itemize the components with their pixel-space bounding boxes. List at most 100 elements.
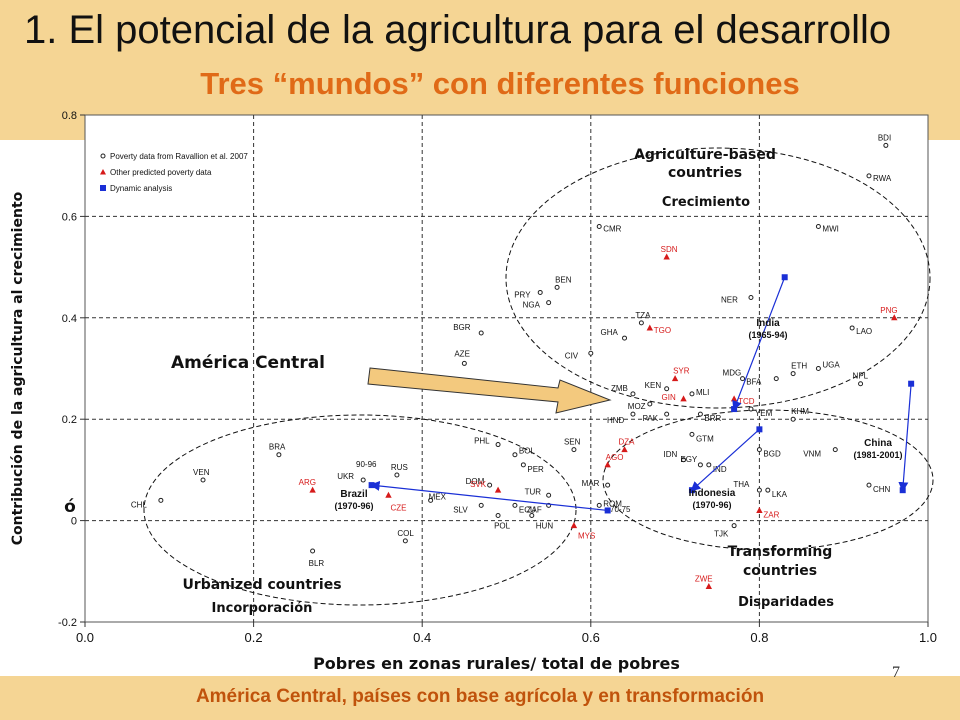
- group-function: Incorporación: [212, 601, 313, 616]
- slide-title: 1. El potencial de la agricultura para e…: [24, 8, 892, 52]
- data-point-circle: [461, 360, 467, 366]
- data-point-circle: [554, 284, 560, 290]
- data-point-circle: [402, 538, 408, 544]
- data-point-circle: [858, 381, 864, 387]
- data-point-triangle: [646, 324, 654, 331]
- group-function: Crecimiento: [662, 195, 750, 210]
- data-point-circle: [689, 431, 695, 437]
- legend-marker-circle: [100, 153, 106, 159]
- point-label: VNM: [803, 450, 821, 459]
- point-label: CHL: [131, 500, 148, 509]
- data-point-triangle: [663, 253, 670, 260]
- data-point-circle: [765, 487, 771, 493]
- point-label: BGD: [763, 450, 781, 459]
- y-tick-label: 0.4: [62, 313, 77, 325]
- data-point-triangle: [494, 486, 502, 493]
- plot-area: 0.0 0.2 0.4 0.6 0.8 1.0 -0.2 0 0.2 0.4 0.6 0.8 Pobre…: [10, 110, 937, 673]
- data-point-circle: [478, 330, 484, 336]
- point-label: AZE: [454, 349, 470, 358]
- data-point-circle: [394, 472, 400, 478]
- point-label: RWA: [873, 174, 892, 183]
- data-point-circle: [546, 492, 552, 498]
- data-point-circle: [697, 462, 703, 468]
- trajectory-period: (1981-2001): [853, 450, 902, 460]
- dynamic-point-square: [908, 380, 915, 387]
- point-label: SVK: [470, 480, 487, 489]
- data-point-triangle: [891, 314, 898, 321]
- group-title: Urbanized countries: [182, 577, 341, 593]
- data-point-circle: [756, 447, 762, 453]
- data-point-circle: [748, 295, 754, 301]
- point-label: NER: [721, 296, 738, 305]
- footer-band: [0, 676, 960, 720]
- dynamic-point-square: [688, 487, 695, 494]
- data-point-circle: [638, 320, 644, 326]
- data-point-circle: [588, 350, 594, 356]
- data-point-circle: [664, 411, 670, 417]
- y-tick-label: 0.2: [62, 414, 77, 426]
- data-point-circle: [487, 482, 493, 488]
- point-label: LAO: [856, 327, 872, 336]
- y-axis-extra-label: ó: [64, 497, 76, 517]
- data-point-circle: [740, 376, 746, 382]
- group-title-line: Agriculture-based: [634, 147, 776, 163]
- urbanized-ellipse: [143, 414, 577, 606]
- data-point-circle: [815, 224, 821, 230]
- y-tick-label: -0.2: [58, 617, 77, 629]
- point-label: ZWE: [695, 575, 713, 584]
- point-label: BEN: [555, 275, 572, 284]
- point-label: MLI: [696, 388, 709, 397]
- point-label: BRR: [704, 414, 721, 423]
- data-point-circle: [360, 477, 366, 483]
- point-label: MOZ: [628, 402, 646, 411]
- point-label: CMR: [603, 225, 621, 234]
- point-label: TGO: [654, 326, 671, 335]
- point-label: PRY: [514, 290, 531, 299]
- point-label: BFA: [746, 378, 762, 387]
- data-point-triangle: [680, 395, 687, 402]
- data-point-circle: [773, 376, 779, 382]
- point-label: MEX: [429, 492, 447, 501]
- data-point-circle: [756, 487, 762, 493]
- point-label: ZMB: [611, 384, 628, 393]
- point-label: PNG: [880, 306, 897, 315]
- point-label: LKA: [772, 490, 788, 499]
- highlight-label: América Central: [171, 353, 325, 373]
- dynamic-point-square: [756, 426, 763, 433]
- y-axis-label: Contribución de la agricultura al crecim…: [10, 191, 26, 545]
- highlight-arrow: [367, 367, 612, 414]
- data-point-circle: [731, 523, 737, 529]
- point-label: ROM: [603, 499, 622, 508]
- point-label: BOL: [519, 447, 536, 456]
- point-label: GHA: [601, 328, 619, 337]
- trajectory-label: Brazil: [340, 489, 367, 500]
- point-label: MDG: [723, 369, 742, 378]
- x-tick-label: 0.6: [582, 630, 600, 645]
- data-point-circle: [697, 411, 703, 417]
- data-point-circle: [495, 513, 501, 519]
- plot-frame: [84, 114, 929, 623]
- x-tick-label: 1.0: [919, 630, 937, 645]
- trajectory-period: (1965-94): [748, 330, 787, 340]
- legend-label: Poverty data from Ravallion et al. 2007: [110, 152, 248, 161]
- point-label: ZAR: [763, 510, 779, 519]
- point-label: NGA: [523, 301, 541, 310]
- agriculture-based-ellipse: [505, 147, 931, 409]
- point-label: HND: [607, 416, 625, 425]
- point-label: UGA: [822, 361, 840, 370]
- data-point-circle: [529, 513, 535, 519]
- point-label: SEN: [564, 438, 581, 447]
- x-tick-label: 0.2: [245, 630, 263, 645]
- data-point-circle: [276, 452, 282, 458]
- data-point-circle: [832, 447, 838, 453]
- data-point-circle: [681, 457, 687, 463]
- dynamic-point-square: [781, 274, 788, 281]
- point-label: ARG: [299, 478, 316, 487]
- point-label: UKR: [337, 472, 354, 481]
- point-label: POL: [494, 522, 511, 531]
- data-point-triangle: [671, 375, 679, 382]
- footer-text: América Central, países con base agrícol…: [195, 686, 765, 707]
- point-label: GTM: [696, 434, 714, 443]
- x-tick-label: 0.4: [413, 630, 431, 645]
